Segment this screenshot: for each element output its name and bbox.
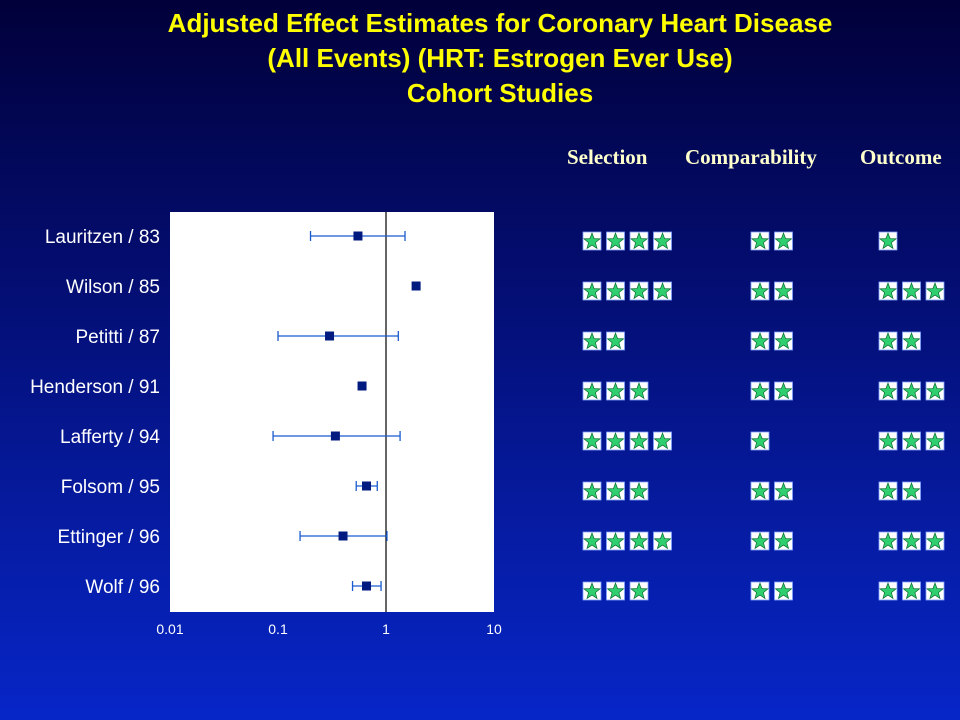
star-icon — [582, 332, 602, 350]
star-icon — [606, 382, 625, 400]
star-icon — [750, 432, 770, 450]
study-label: Wilson / 85 — [66, 277, 160, 298]
star-icon — [774, 282, 793, 300]
star-icon — [878, 482, 898, 500]
study-label: Henderson / 91 — [30, 377, 160, 398]
star-icon — [582, 432, 602, 450]
star-icon — [606, 332, 625, 350]
star-icon — [629, 432, 649, 450]
point-estimate — [353, 231, 363, 241]
star-icon — [878, 282, 898, 300]
study-label: Lauritzen / 83 — [45, 227, 160, 248]
study-label: Folsom / 95 — [61, 477, 160, 498]
star-icon — [902, 282, 921, 300]
star-icon — [750, 382, 770, 400]
star-icon — [878, 532, 898, 550]
star-icon — [878, 232, 898, 250]
point-estimate — [362, 481, 372, 491]
star-icon — [582, 532, 602, 550]
star-icon — [774, 482, 793, 500]
star-icon — [902, 532, 921, 550]
star-icon — [606, 582, 625, 600]
x-tick-label: 1 — [382, 621, 390, 637]
star-icon — [653, 232, 672, 250]
star-icon — [902, 582, 921, 600]
star-icon — [878, 432, 898, 450]
star-icon — [902, 382, 921, 400]
study-label: Petitti / 87 — [76, 327, 161, 348]
x-tick-label: 10 — [486, 621, 502, 637]
star-icon — [878, 332, 898, 350]
point-estimate — [325, 331, 335, 341]
star-icon — [774, 332, 793, 350]
star-icon — [925, 282, 945, 300]
star-icon — [629, 582, 649, 600]
point-estimate — [357, 381, 367, 391]
study-label: Wolf / 96 — [85, 577, 160, 598]
star-icon — [750, 232, 770, 250]
header-outcome: Outcome — [860, 145, 942, 169]
star-icon — [606, 432, 625, 450]
star-icon — [629, 482, 649, 500]
star-icon — [653, 282, 672, 300]
star-icon — [925, 382, 945, 400]
star-icon — [606, 282, 625, 300]
star-icon — [878, 382, 898, 400]
star-icon — [925, 432, 945, 450]
star-icon — [629, 232, 649, 250]
header-selection: Selection — [567, 145, 648, 169]
star-icon — [750, 582, 770, 600]
star-icon — [902, 332, 921, 350]
star-icon — [774, 382, 793, 400]
chart-title: Adjusted Effect Estimates for Coronary H… — [0, 6, 960, 111]
star-icon — [582, 232, 602, 250]
point-estimate — [411, 281, 421, 291]
title-line-2: (All Events) (HRT: Estrogen Ever Use) — [267, 43, 733, 73]
star-icon — [606, 482, 625, 500]
star-icon — [750, 332, 770, 350]
star-icon — [582, 282, 602, 300]
point-estimate — [330, 431, 340, 441]
star-icon — [582, 382, 602, 400]
x-tick-label: 0.1 — [268, 621, 288, 637]
point-estimate — [362, 581, 372, 591]
star-icon — [925, 532, 945, 550]
star-icon — [750, 532, 770, 550]
title-line-1: Adjusted Effect Estimates for Coronary H… — [167, 8, 833, 38]
star-icon — [653, 532, 672, 550]
star-icon — [774, 232, 793, 250]
star-icon — [774, 582, 793, 600]
title-line-3: Cohort Studies — [406, 78, 594, 108]
plot-area — [170, 212, 494, 612]
star-icon — [774, 532, 793, 550]
star-icon — [902, 432, 921, 450]
star-icon — [902, 482, 921, 500]
star-icon — [582, 582, 602, 600]
star-icon — [653, 432, 672, 450]
header-comparability: Comparability — [685, 145, 817, 169]
star-icon — [750, 482, 770, 500]
star-icon — [629, 382, 649, 400]
star-icon — [606, 532, 625, 550]
star-icon — [629, 282, 649, 300]
star-icon — [629, 532, 649, 550]
x-tick-label: 0.01 — [156, 621, 183, 637]
star-icon — [925, 582, 945, 600]
star-icon — [878, 582, 898, 600]
star-icon — [582, 482, 602, 500]
point-estimate — [338, 531, 348, 541]
study-label: Ettinger / 96 — [58, 527, 160, 548]
study-label: Lafferty / 94 — [60, 427, 160, 448]
star-icon — [606, 232, 625, 250]
star-icon — [750, 282, 770, 300]
